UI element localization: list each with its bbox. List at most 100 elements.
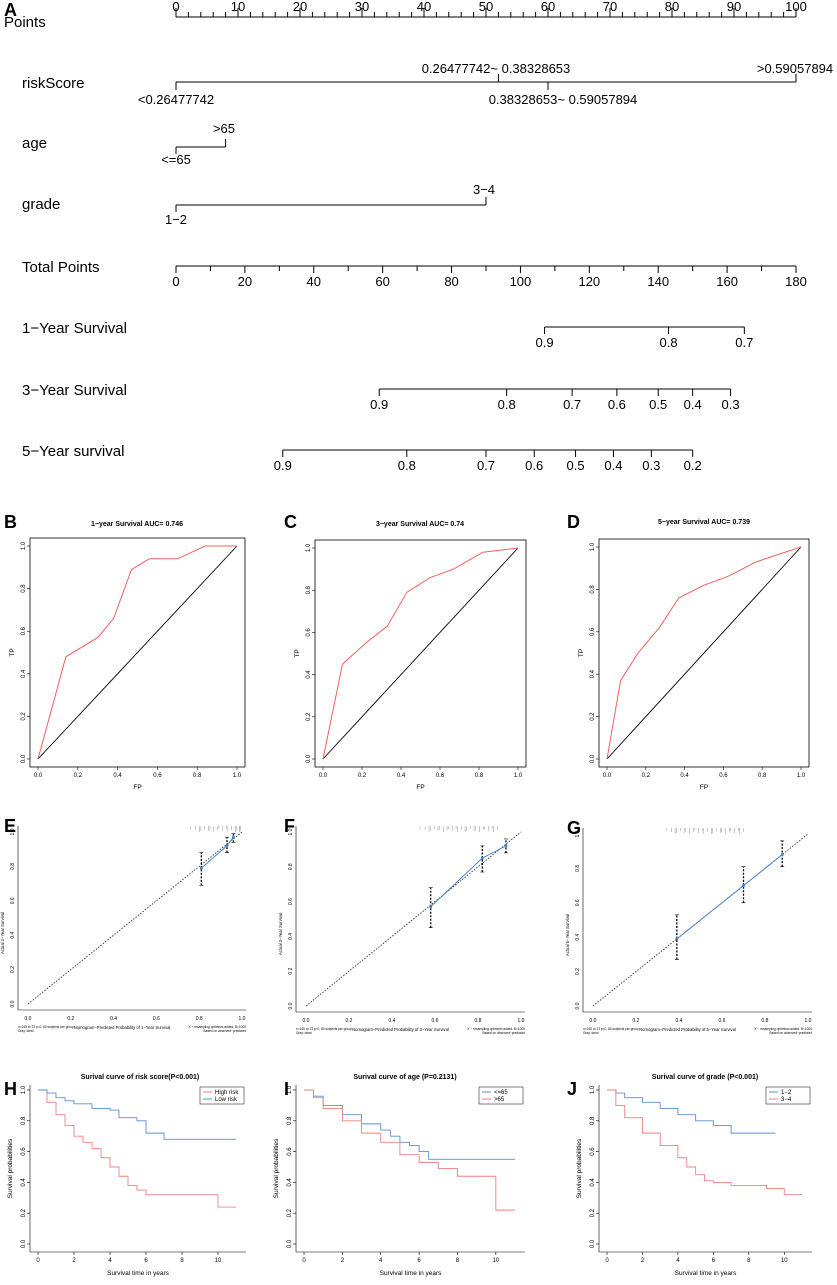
panel-label-e: E: [4, 816, 16, 836]
survival-scale-tick-label: 0.8: [498, 397, 516, 412]
survival-scale-tick-label: 0.4: [684, 397, 702, 412]
points-tick-label: 30: [355, 0, 369, 14]
x-tick-label: 10: [492, 1258, 499, 1264]
panel-label-a: A: [4, 0, 17, 20]
panel-label-i: I: [284, 1079, 289, 1099]
y-tick-label: 0.2: [21, 712, 27, 721]
y-tick-label: 1.0: [590, 1085, 596, 1094]
reference-diagonal: [37, 545, 238, 760]
y-tick-label: 1.0: [306, 543, 312, 552]
total-points-tick-label: 120: [578, 274, 600, 289]
x-tick-label: 1.0: [518, 1018, 525, 1024]
y-axis-label: Survival probabilities: [576, 1138, 583, 1198]
survival-scale-tick-label: 0.6: [608, 397, 626, 412]
y-tick-label: 1.0: [288, 828, 294, 835]
y-tick-label: 0.0: [21, 754, 27, 763]
y-tick-label: 0.4: [590, 669, 596, 678]
total-points-tick-label: 0: [172, 274, 179, 289]
roc-panel-b: 1−year Survival AUC= 0.746 0.0 0.0 0.2 0.2 0.…: [9, 521, 246, 791]
x-tick-label: 0.8: [758, 773, 767, 779]
survival-panel-j: Surival curve of grade (P<0.001) 0 2 4 6 8 10 0…: [576, 1074, 812, 1277]
calibration-panel-g: 0.0 0.0 0.2 0.2 0.4 0.4 0.6 0.6 0.8 0.8 1.0 1.0 Nomo…: [565, 828, 812, 1035]
legend-box: [478, 1086, 524, 1105]
y-tick-label: 0.2: [21, 1208, 27, 1217]
nomogram: Points 0 10 20 30 40 50 60 70 80 90 100 riskScore <0.…: [4, 0, 833, 473]
x-axis-label: Nomogram−Predicted Probability of 3−Year…: [352, 1027, 449, 1032]
x-axis-label: Nomogram−Predicted Probability of 5−Year…: [639, 1027, 736, 1032]
calibration-point: [504, 844, 508, 848]
x-tick-label: 0.0: [34, 773, 43, 779]
x-tick-label: 1.0: [797, 773, 806, 779]
survival-scale-tick-label: 0.9: [370, 397, 388, 412]
y-tick-label: 0.6: [21, 626, 27, 635]
age-level-label: >65: [213, 121, 235, 136]
x-tick-label: 0.2: [67, 1016, 74, 1022]
riskscore-level-label: >0.59057894: [757, 61, 833, 76]
y-tick-label: 0.2: [575, 968, 581, 975]
points-tick-label: 40: [417, 0, 431, 14]
roc-curve: [37, 545, 237, 760]
x-tick-label: 4: [108, 1258, 112, 1264]
chart-title: 5−year Survival AUC= 0.739: [658, 519, 750, 526]
x-tick-label: 0.6: [436, 773, 445, 779]
survival-scale-tick-label: 0.7: [477, 458, 495, 473]
calibration-point: [480, 856, 484, 860]
total-points-tick-label: 20: [238, 274, 252, 289]
x-tick-label: 0.4: [113, 773, 122, 779]
survival-scale-tick-label: 0.7: [563, 397, 581, 412]
legend-box: [199, 1086, 245, 1105]
y-tick-label: 0.4: [288, 933, 294, 940]
y-tick-label: 0.4: [21, 669, 27, 678]
points-tick-label: 20: [293, 0, 307, 14]
y-tick-label: 1.0: [590, 542, 596, 551]
x-axis-label: Survival time in years: [380, 1270, 443, 1277]
y-tick-label: 0.2: [10, 966, 16, 973]
y-tick-label: 0.4: [575, 934, 581, 941]
panel-label-f: F: [284, 816, 295, 836]
x-tick-label: 0.2: [633, 1018, 640, 1024]
y-tick-label: 0.8: [288, 863, 294, 870]
reference-diagonal: [606, 546, 802, 760]
plot-frame: [598, 538, 810, 768]
y-tick-label: 0.8: [287, 1116, 293, 1125]
riskscore-level-label: 0.38328653~ 0.59057894: [489, 92, 638, 107]
y-tick-label: 1.0: [10, 828, 16, 835]
total-points-tick-label: 160: [716, 274, 738, 289]
x-axis-label: Nomogram−Predicted Probability of 1−Year…: [74, 1025, 171, 1030]
note-text: n=245 d=73 p=0, 80 subjects per group: [18, 1025, 74, 1029]
calibration-point: [429, 905, 433, 909]
legend-box: [765, 1086, 811, 1105]
y-tick-label: 0.6: [590, 1147, 596, 1156]
survival-curve: [607, 1089, 802, 1196]
survival-curve: [38, 1089, 236, 1208]
survival-scale-tick-label: 0.8: [398, 458, 416, 473]
x-tick-label: 0.6: [432, 1018, 439, 1024]
y-tick-label: 0.4: [306, 670, 312, 679]
points-tick-label: 50: [479, 0, 493, 14]
panel-label-c: C: [284, 512, 297, 532]
note-text: X − resampling optimism added, B=1000: [188, 1025, 246, 1029]
note-text: n=245 d=73 p=0, 80 subjects per group: [296, 1027, 352, 1031]
y-axis-label: Actual 5−Year Survival: [565, 914, 570, 956]
y-axis-label: Survival probabilities: [273, 1138, 280, 1198]
legend-label: 3−4: [781, 1097, 792, 1103]
x-axis-label: Survival time in years: [107, 1270, 170, 1277]
note-text: X − resampling optimism added, B=1000: [467, 1027, 525, 1031]
y-axis-label: Actual 3−Year Survival: [278, 913, 283, 955]
y-tick-label: 0.4: [287, 1178, 293, 1187]
x-tick-label: 2: [341, 1258, 345, 1264]
y-axis-label: TP: [294, 649, 301, 657]
survival-scale-tick-label: 0.2: [684, 458, 702, 473]
roc-panel-d: 5−year Survival AUC= 0.739 0.0 0.0 0.2 0.2 0.…: [578, 519, 810, 791]
y-tick-label: 0.8: [306, 585, 312, 594]
x-tick-label: 6: [712, 1258, 716, 1264]
x-tick-label: 0.0: [590, 1018, 597, 1024]
x-axis-label: FP: [133, 784, 141, 791]
x-tick-label: 10: [781, 1258, 788, 1264]
note-text: n=245 d=73 p=0, 80 subjects per group: [583, 1027, 639, 1031]
x-tick-label: 0.0: [25, 1016, 32, 1022]
survival-panel-h: Surival curve of risk score(P<0.001) 0 2 4 6…: [7, 1074, 246, 1277]
points-tick-label: 90: [727, 0, 741, 14]
y-tick-label: 0.8: [590, 1116, 596, 1125]
